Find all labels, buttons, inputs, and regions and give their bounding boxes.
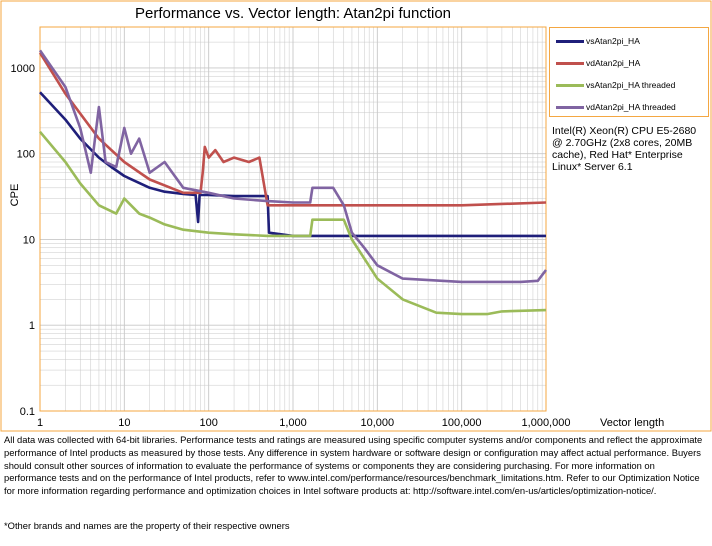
x-tick-label: 1,000,000 (522, 417, 571, 429)
x-tick-label: 100 (199, 417, 217, 429)
chart-ticks: 1 10 100 1,000 10,000 100,000 1,000,0000.11101… (11, 63, 571, 429)
legend-swatch (556, 39, 584, 43)
chart-legend: vsAtan2pi_HA vdAtan2pi_HA vsAtan2pi_HA t… (549, 27, 709, 117)
x-tick-label: 10,000 (361, 417, 395, 429)
legend-item: vsAtan2pi_HA threaded (556, 79, 675, 91)
y-tick-label: 100 (17, 149, 35, 161)
chart-grid (39, 26, 546, 412)
y-tick-label: 0.1 (20, 406, 35, 418)
x-tick-label: 1 (37, 417, 43, 429)
chart-title: Performance vs. Vector length: Atan2pi f… (134, 5, 452, 22)
x-axis-title: Vector length (600, 417, 665, 429)
legend-label: vdAtan2pi_HA (586, 58, 641, 68)
y-tick-label: 1000 (11, 63, 35, 75)
chart-outer-frame (0, 0, 712, 432)
system-config-note: Intel(R) Xeon(R) CPU E5-2680 @ 2.70GHz (… (552, 125, 697, 173)
x-tick-label: 100,000 (442, 417, 482, 429)
series-line (39, 130, 547, 316)
y-tick-label: 1 (29, 320, 35, 332)
legend-label: vsAtan2pi_HA (586, 36, 640, 46)
performance-disclaimer: All data was collected with 64-bit libra… (4, 434, 703, 497)
trademark-notice: *Other brands and names are the property… (4, 520, 290, 531)
legend-item: vdAtan2pi_HA (556, 57, 640, 69)
legend-swatch (556, 105, 584, 109)
plot-area-frame (39, 26, 547, 412)
legend-label: vdAtan2pi_HA threaded (586, 102, 676, 112)
x-tick-label: 10 (118, 417, 130, 429)
legend-label: vsAtan2pi_HA threaded (586, 80, 676, 90)
y-axis-title: CPE (9, 184, 21, 207)
legend-swatch (556, 61, 584, 65)
y-tick-label: 10 (23, 234, 35, 246)
series-line (38, 49, 548, 284)
legend-item: vdAtan2pi_HA threaded (556, 101, 676, 113)
series-line (38, 52, 547, 207)
legend-swatch (556, 83, 584, 87)
x-tick-label: 1,000 (279, 417, 307, 429)
legend-item: vsAtan2pi_HA (556, 35, 640, 47)
chart-series (38, 49, 548, 316)
